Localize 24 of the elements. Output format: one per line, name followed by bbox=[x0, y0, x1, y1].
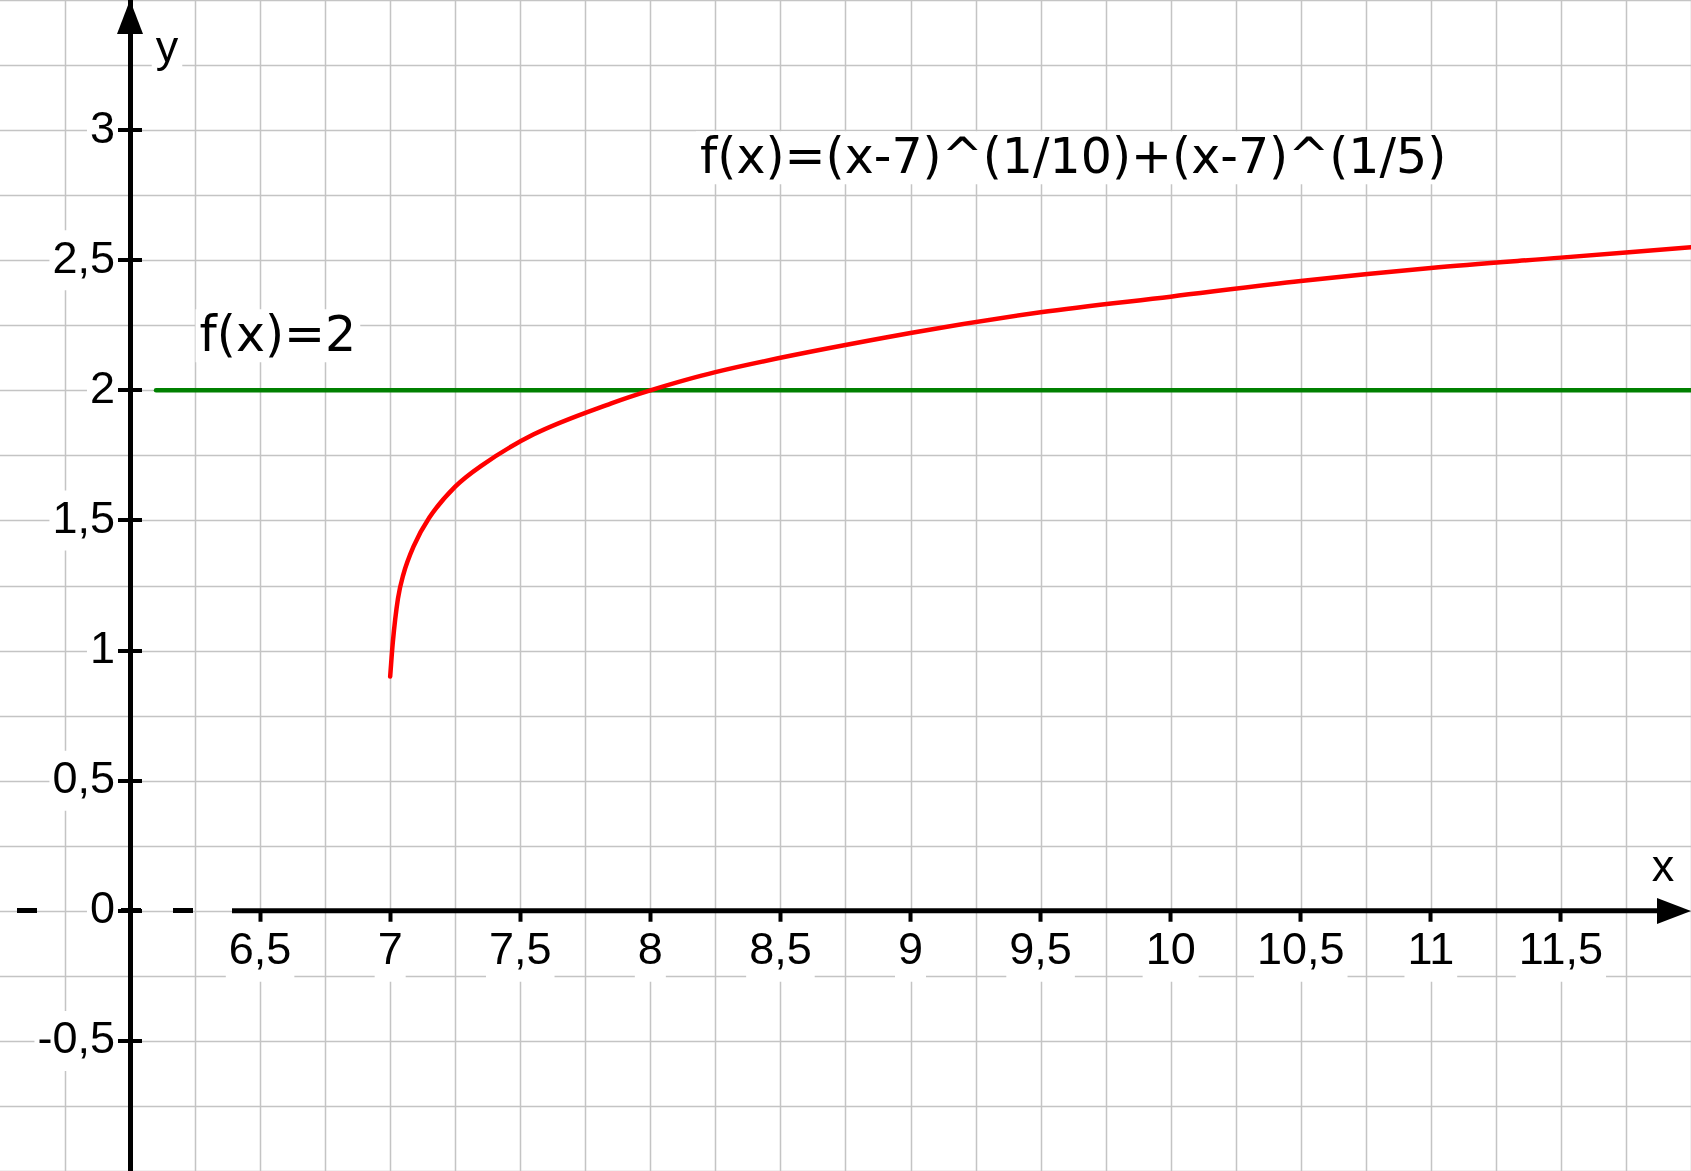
y-tick-label: 2,5 bbox=[52, 231, 115, 283]
x-tick-label: 7,5 bbox=[488, 923, 552, 975]
y-tick-label: 0 bbox=[89, 882, 115, 934]
y-tick-label: 3 bbox=[89, 101, 115, 153]
x-tick-label: 9 bbox=[897, 923, 924, 975]
x-tick-label: 6,5 bbox=[228, 923, 292, 975]
x-tick-label: 11,5 bbox=[1518, 923, 1604, 975]
x-tick-label: 11 bbox=[1407, 923, 1455, 975]
y-tick-label: 1,5 bbox=[52, 491, 115, 543]
y-tick-label: 0,5 bbox=[52, 752, 115, 804]
y-tick-label: 2 bbox=[89, 361, 115, 413]
line-series bbox=[387, 244, 1691, 679]
y-tick-label: 1 bbox=[89, 621, 115, 673]
x-axis-title: x bbox=[1651, 840, 1675, 892]
x-tick-label: 8 bbox=[637, 923, 663, 975]
series-label: f(x)=2 bbox=[199, 306, 357, 364]
x-tick-label: 9,5 bbox=[1009, 923, 1072, 975]
x-tick-label: 8,5 bbox=[749, 923, 812, 975]
y-axis-title: y bbox=[155, 21, 179, 73]
x-tick-label: 7 bbox=[377, 923, 403, 975]
series-label: f(x)=(x-7)^(1/10)+(x-7)^(1/5) bbox=[700, 128, 1447, 186]
y-tick-label: -0,5 bbox=[37, 1012, 115, 1064]
x-tick-label: 10,5 bbox=[1256, 923, 1345, 975]
x-tick-label: 10 bbox=[1145, 923, 1196, 975]
